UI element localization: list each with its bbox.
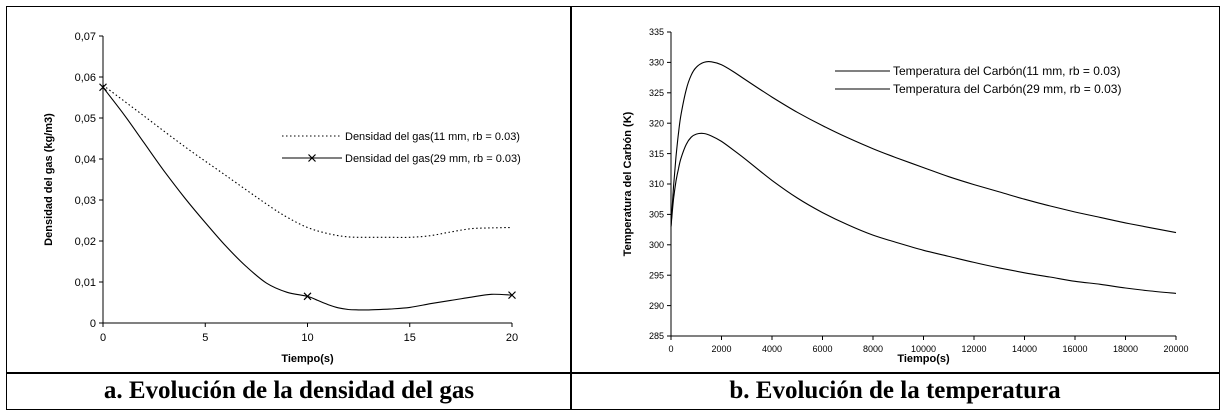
density-chart: 0 0,01 0,02 0,03 0,04 0,05 0,06 0,07 0 5 10 15 20 Tie… xyxy=(43,31,521,365)
series-line-2 xyxy=(102,86,513,311)
x-tick-label: 14000 xyxy=(1012,344,1037,354)
y-axis-label: Densidad del gas (kg/m3) xyxy=(43,113,55,246)
x-tick-label: 6000 xyxy=(812,344,832,354)
right-caption-box xyxy=(570,372,1220,410)
series-line-1 xyxy=(670,132,1177,294)
x-tick-label: 8000 xyxy=(863,344,883,354)
y-tick-label: 0 xyxy=(90,318,96,330)
x-tick-label: 0 xyxy=(100,332,106,344)
y-tick-label: 290 xyxy=(649,301,664,311)
left-panel xyxy=(6,6,572,374)
x-tick-label: 10000 xyxy=(911,344,936,354)
x-tick-label: 18000 xyxy=(1113,344,1138,354)
y-tick-label: 300 xyxy=(649,240,664,250)
series-line-2 xyxy=(670,61,1177,234)
y-tick-label: 335 xyxy=(649,27,664,37)
y-tick-label: 285 xyxy=(649,331,664,341)
x-tick-label: 5 xyxy=(202,332,208,344)
y-axis-label: Temperatura del Carbón (K) xyxy=(622,111,634,256)
data-marker xyxy=(508,291,516,300)
y-tick-label: 295 xyxy=(649,270,664,280)
x-tick-label: 0 xyxy=(668,344,673,354)
legend-label-1: Densidad del gas(11 mm, rb = 0.03) xyxy=(345,131,520,143)
x-tick-label: 10 xyxy=(301,332,313,344)
y-tick-label: 320 xyxy=(649,118,664,128)
y-tick-label: 330 xyxy=(649,58,664,68)
x-tick-label: 16000 xyxy=(1062,344,1087,354)
figure: a. Evolución de la densidad del gas b. E… xyxy=(6,6,1220,410)
temperature-chart: 285 290 295 300 305 310 315 320 325 330 335 0 2000 40… xyxy=(622,27,1189,365)
data-marker xyxy=(303,292,312,301)
y-tick-label: 0,05 xyxy=(75,113,96,125)
right-panel xyxy=(570,6,1220,374)
x-axis-label: Tiempo(s) xyxy=(897,353,950,365)
x-tick-label: 15 xyxy=(404,332,416,344)
left-caption-box xyxy=(6,372,572,410)
y-tick-label: 0,04 xyxy=(75,154,96,166)
legend-label-2: Densidad del gas(29 mm, rb = 0.03) xyxy=(345,153,521,165)
legend-label-1: Temperatura del Carbón(11 mm, rb = 0.03) xyxy=(893,64,1121,78)
y-tick-label: 305 xyxy=(649,210,664,220)
x-tick-label: 2000 xyxy=(711,344,731,354)
x-tick-label: 12000 xyxy=(961,344,986,354)
y-tick-label: 0,07 xyxy=(75,31,96,43)
y-tick-label: 310 xyxy=(649,179,664,189)
y-tick-label: 0,02 xyxy=(75,236,96,248)
legend-label-2: Temperatura del Carbón(29 mm, rb = 0.03) xyxy=(893,82,1121,96)
x-tick-label: 4000 xyxy=(762,344,782,354)
y-tick-label: 0,01 xyxy=(75,277,96,289)
x-tick-label: 20 xyxy=(506,332,518,344)
y-tick-label: 315 xyxy=(649,149,664,159)
series-line-1 xyxy=(102,84,513,238)
y-tick-label: 0,06 xyxy=(75,72,96,84)
legend-marker xyxy=(308,154,316,162)
caption-right: b. Evolución de la temperatura xyxy=(729,377,1061,404)
caption-left: a. Evolución de la densidad del gas xyxy=(103,377,475,404)
x-axis-label: Tiempo(s) xyxy=(281,353,334,365)
y-tick-label: 0,03 xyxy=(75,195,96,207)
y-tick-label: 325 xyxy=(649,88,664,98)
data-marker xyxy=(99,83,107,92)
x-tick-label: 20000 xyxy=(1163,344,1188,354)
